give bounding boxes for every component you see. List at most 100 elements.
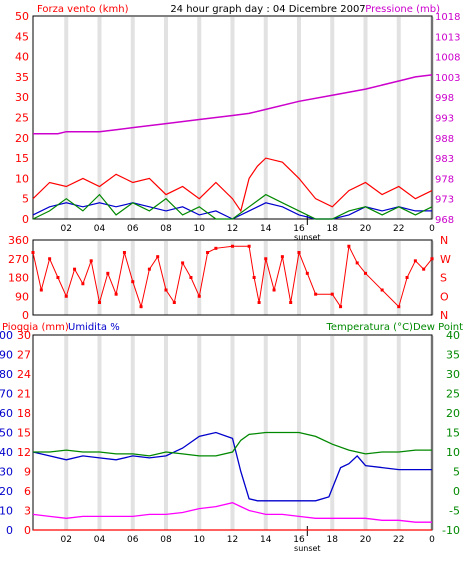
grid-bar <box>164 336 168 530</box>
temperature-axis-label: 35 <box>446 349 460 362</box>
pressure-axis-label: 1008 <box>435 53 460 64</box>
x-tick-label: 16 <box>293 535 305 545</box>
x-tick-label: 08 <box>160 535 172 545</box>
grid-bar <box>197 336 202 530</box>
grid-bar <box>230 336 235 530</box>
temperature-axis-label: 25 <box>446 388 460 401</box>
x-tick-label: 10 <box>194 535 206 545</box>
direction-point <box>181 261 185 265</box>
direction-point <box>257 301 261 304</box>
x-tick-label: 22 <box>393 535 404 545</box>
grid-bar <box>297 241 301 315</box>
x-tick-label: 12 <box>227 224 238 234</box>
direction-point <box>39 288 43 292</box>
rain-axis-label: 6 <box>24 485 31 498</box>
direction-point <box>172 301 176 304</box>
plot-layer: 02 04 06 08 10 12 14 16 18 20 22 002 04 06 08 10 12 14 16 1… <box>0 10 460 553</box>
grid-bar <box>330 241 335 315</box>
direction-point <box>231 244 234 248</box>
direction-point <box>81 282 85 286</box>
compass-label: N <box>440 309 448 322</box>
direction-point <box>89 259 93 263</box>
direction-point <box>206 251 210 254</box>
pressure-axis-label: 973 <box>435 195 454 206</box>
x-tick-label: 04 <box>94 535 106 545</box>
rain-axis-label: 21 <box>17 388 31 401</box>
grid-bar <box>396 336 401 530</box>
x-tick-label: 04 <box>94 224 106 234</box>
humidity-axis-label: 10 <box>0 505 13 518</box>
direction-point <box>380 288 384 292</box>
x-tick-label: 02 <box>61 224 72 234</box>
wind-axis-label: 45 <box>15 30 29 43</box>
x-tick-label: 20 <box>360 535 372 545</box>
direction-point <box>197 294 201 298</box>
grid-bar <box>97 241 102 315</box>
pressure-axis-label: 983 <box>435 154 454 165</box>
temperature-axis-label: -10 <box>442 524 460 537</box>
grid-bar <box>164 17 168 219</box>
humidity-axis-label: 90 <box>0 349 13 362</box>
graph-title: 24 hour graph day : 04 Dicembre 2007 <box>170 4 365 15</box>
temperature-axis-label: 20 <box>446 407 460 420</box>
rain-axis-label: 15 <box>17 427 31 440</box>
rain-axis-label: 0 <box>24 524 31 537</box>
compass-label: N <box>440 234 448 247</box>
temperature-title: Temperatura (°C)Dew Point <box>325 322 463 333</box>
direction-point <box>164 288 168 292</box>
x-tick-label: 06 <box>127 535 139 545</box>
direction-point <box>413 259 417 263</box>
direction-point <box>131 280 135 284</box>
humidity-axis-label: 100 <box>0 329 13 342</box>
direction-point <box>189 276 193 279</box>
x-tick-label: 0 <box>429 535 435 545</box>
grid-bar <box>64 336 69 530</box>
direction-point <box>73 267 77 271</box>
x-tick-label: 02 <box>61 535 72 545</box>
x-tick-label: 0 <box>429 224 435 234</box>
wind-axis-label: 40 <box>15 51 29 64</box>
grid-bar <box>197 241 202 315</box>
direction-axis-label: 180 <box>8 272 29 285</box>
x-tick-label: 22 <box>393 224 404 234</box>
rain-axis-label: 9 <box>24 466 31 479</box>
direction-point <box>56 276 60 279</box>
grid-bar <box>230 241 235 315</box>
wind-axis-label: 10 <box>15 172 29 185</box>
wind-axis-label: 50 <box>15 10 29 23</box>
direction-point <box>422 267 426 271</box>
direction-point <box>122 251 126 254</box>
grid-bar <box>130 17 135 219</box>
grid-bar <box>97 17 102 219</box>
temperature-axis-label: 0 <box>453 485 460 498</box>
pressure-line <box>33 74 433 135</box>
humidity-axis-label: 20 <box>0 485 13 498</box>
pressure-axis-label: 1003 <box>435 73 460 84</box>
grid-bar <box>330 336 335 530</box>
direction-point <box>147 267 151 271</box>
plot-frame <box>32 239 433 316</box>
humidity-title: Umidita % <box>68 322 120 333</box>
humidity-axis-label: 50 <box>0 427 13 440</box>
grid-bar <box>330 17 335 219</box>
grid-bar <box>64 17 69 219</box>
humidity-axis-label: 60 <box>0 407 13 420</box>
direction-point <box>297 251 301 254</box>
grid-bar <box>263 17 268 219</box>
x-tick-label: 08 <box>160 224 172 234</box>
direction-axis-label: 0 <box>22 309 29 322</box>
grid-bar <box>363 17 368 219</box>
rain-axis-label: 27 <box>17 349 31 362</box>
grid-bar <box>97 336 102 530</box>
direction-point <box>347 244 351 248</box>
direction-point <box>114 292 118 296</box>
direction-point <box>305 271 309 275</box>
direction-axis-label: 90 <box>15 290 29 303</box>
x-tick-label: 14 <box>260 224 272 234</box>
grid-bar <box>130 241 135 315</box>
x-tick-label: 16 <box>293 224 305 234</box>
direction-point <box>430 257 434 261</box>
humidity-axis-label: 80 <box>0 368 13 381</box>
sunset-label: sunset <box>294 544 321 553</box>
x-tick-label: 12 <box>227 535 238 545</box>
